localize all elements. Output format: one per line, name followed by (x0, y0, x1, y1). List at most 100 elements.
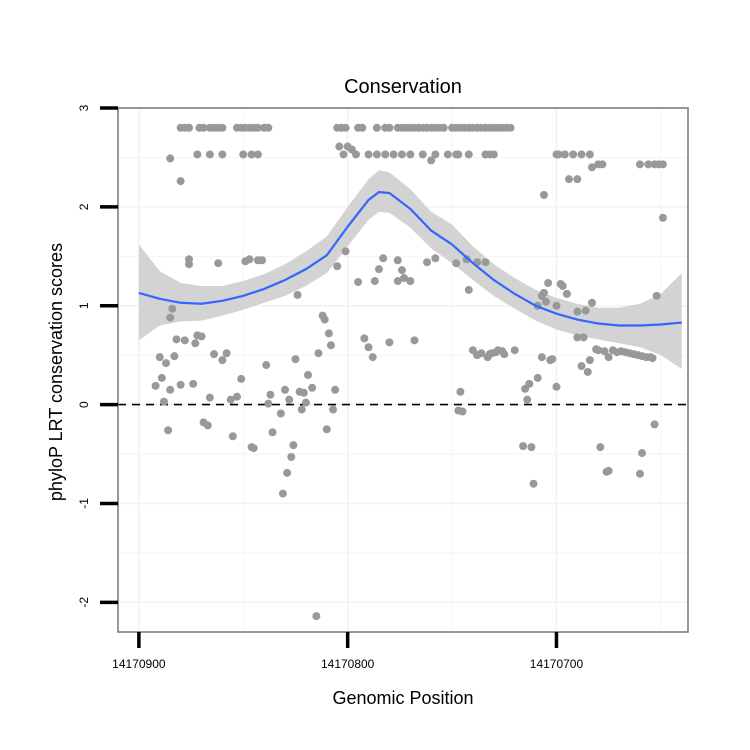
data-point (562, 289, 571, 298)
data-point (253, 123, 262, 132)
data-point (331, 385, 340, 394)
data-point (523, 395, 532, 404)
data-point (558, 281, 567, 290)
data-point (354, 278, 363, 287)
data-point (397, 150, 406, 159)
data-point (372, 150, 381, 159)
data-point (347, 145, 356, 154)
data-point (218, 150, 227, 159)
data-point (341, 123, 350, 132)
data-point (266, 390, 275, 399)
data-point (308, 383, 317, 392)
data-point (427, 156, 436, 165)
data-point (228, 432, 237, 441)
data-point (157, 373, 166, 382)
data-point (431, 254, 440, 263)
data-point (564, 175, 573, 184)
data-point (577, 362, 586, 371)
y-axis: -2 -1 0 1 2 3 (77, 104, 118, 608)
data-point (544, 278, 553, 287)
confidence-band (138, 170, 682, 370)
data-point (199, 123, 208, 132)
data-point (293, 290, 302, 299)
data-point (658, 160, 667, 169)
data-point (462, 255, 471, 264)
data-point (552, 382, 561, 391)
data-point (151, 381, 160, 390)
data-point (226, 395, 235, 404)
data-point (587, 298, 596, 307)
data-point (587, 163, 596, 172)
data-point (635, 469, 644, 478)
data-point (573, 333, 582, 342)
data-point (364, 150, 373, 159)
data-point (583, 367, 592, 376)
data-point (372, 123, 381, 132)
data-point (604, 466, 613, 475)
data-point (533, 373, 542, 382)
data-point (297, 405, 306, 414)
data-point (406, 277, 415, 286)
data-point (644, 160, 653, 169)
data-point (358, 123, 367, 132)
data-point (381, 150, 390, 159)
data-point (341, 247, 350, 256)
data-point (585, 150, 594, 159)
data-point (577, 150, 586, 159)
data-point (569, 150, 578, 159)
data-point (364, 343, 373, 352)
data-point (264, 399, 273, 408)
data-point (552, 301, 561, 310)
data-point (452, 259, 461, 268)
data-point (439, 123, 448, 132)
data-point (203, 421, 212, 430)
y-tick-label: -1 (77, 498, 91, 509)
data-point (299, 388, 308, 397)
chart-title: Conservation (344, 76, 462, 98)
data-point (191, 339, 200, 348)
data-point (464, 285, 473, 294)
smooth-curve (138, 190, 682, 327)
data-point (423, 258, 432, 267)
data-point (635, 160, 644, 169)
data-point (406, 150, 415, 159)
data-point (214, 259, 223, 268)
data-point (218, 123, 227, 132)
data-point (180, 336, 189, 345)
data-point (573, 175, 582, 184)
data-point (222, 349, 231, 358)
data-point (287, 453, 296, 462)
data-point (537, 353, 546, 362)
data-point (339, 150, 348, 159)
data-point (172, 335, 181, 344)
data-point (166, 385, 175, 394)
data-point (456, 387, 465, 396)
data-point (368, 353, 377, 362)
data-point (239, 150, 248, 159)
data-point (598, 160, 607, 169)
data-point (542, 297, 551, 306)
data-point (529, 479, 538, 488)
data-point (333, 262, 342, 271)
data-point (527, 443, 536, 452)
data-point (218, 356, 227, 365)
confidence-band-area (138, 170, 682, 370)
data-point (573, 307, 582, 316)
data-point (170, 352, 179, 361)
data-point (658, 213, 667, 222)
data-point (464, 150, 473, 159)
data-point (320, 315, 329, 324)
data-point (454, 150, 463, 159)
data-point (374, 265, 383, 274)
data-point (159, 397, 168, 406)
data-point (477, 349, 486, 358)
data-point (491, 348, 500, 357)
x-tick-label: 14170700 (530, 657, 584, 671)
data-point (205, 393, 214, 402)
data-point (326, 341, 335, 350)
data-point (281, 385, 290, 394)
data-point (264, 123, 273, 132)
data-point (258, 256, 267, 265)
data-point (329, 405, 338, 414)
